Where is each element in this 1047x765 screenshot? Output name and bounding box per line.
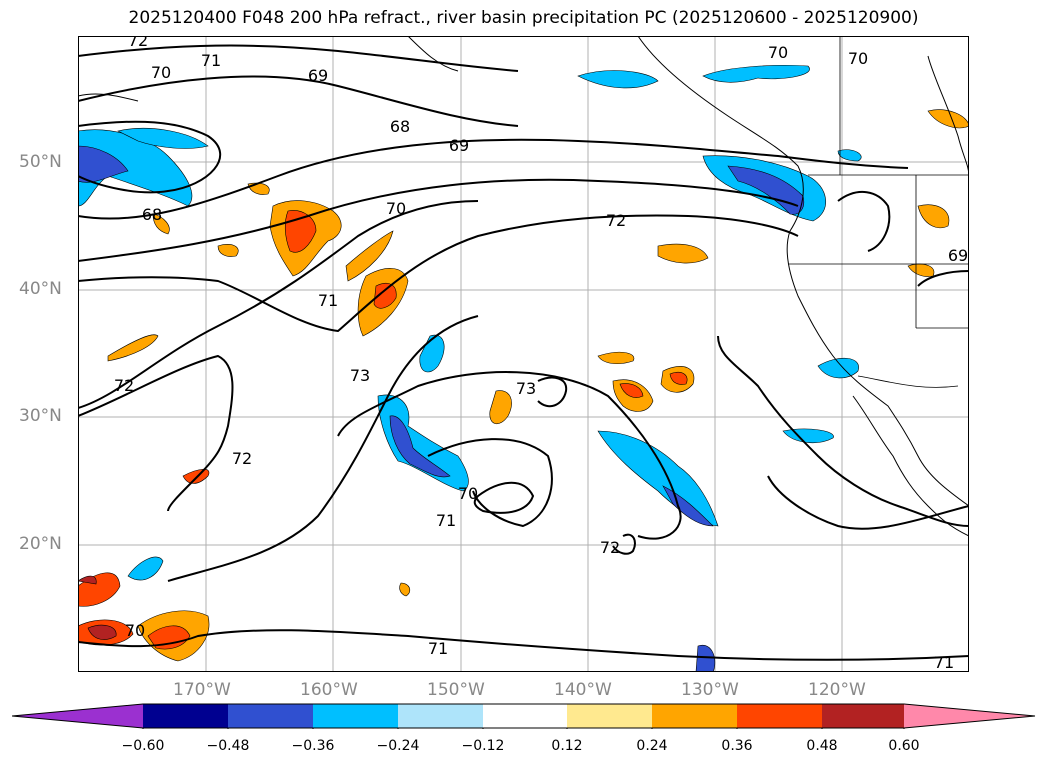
- contour-label: 72: [606, 211, 626, 230]
- boundaries: [788, 36, 969, 388]
- lon-label: 120°W: [808, 680, 866, 700]
- colorbar-tick-label: −0.48: [206, 738, 250, 754]
- colorbar-swatch: [652, 704, 737, 728]
- refractivity-contours: [78, 44, 969, 661]
- contour-label: 70: [151, 63, 171, 82]
- colorbar-extend-min: [12, 704, 143, 728]
- colorbar-extend-max: [904, 704, 1035, 728]
- contour-label: 69: [308, 66, 328, 85]
- map-canvas: 72 71 70 69 68 69 70 70 68 70 72 71 72 7…: [78, 36, 969, 672]
- lon-label: 160°W: [300, 680, 358, 700]
- lat-label: 20°N: [19, 534, 62, 554]
- contour-label: 70: [458, 484, 478, 503]
- colorbar-swatch: [483, 704, 567, 728]
- contour-label: 71: [201, 51, 221, 70]
- contour-label: 70: [768, 43, 788, 62]
- colorbar-tick-label: −0.24: [376, 738, 420, 754]
- lat-label: 50°N: [19, 152, 62, 172]
- lon-label: 170°W: [173, 680, 231, 700]
- contour-label: 73: [516, 379, 536, 398]
- contour-label: 70: [125, 621, 145, 640]
- contour-label: 71: [428, 639, 448, 658]
- lat-label: 30°N: [19, 406, 62, 426]
- colorbar: [12, 703, 1036, 729]
- contour-label: 69: [449, 136, 469, 155]
- lat-label: 40°N: [19, 279, 62, 299]
- colorbar-tick-label: 0.60: [888, 738, 920, 754]
- colorbar-swatch: [737, 704, 822, 728]
- map-border: [78, 36, 969, 672]
- colorbar-tick-label: −0.60: [121, 738, 165, 754]
- colorbar-tick-label: 0.24: [636, 738, 668, 754]
- colorbar-swatch: [822, 704, 904, 728]
- lon-label: 150°W: [427, 680, 485, 700]
- colorbar-tick-label: 0.36: [721, 738, 753, 754]
- colorbar-tick-label: −0.12: [461, 738, 505, 754]
- colorbar-canvas: [12, 703, 1036, 729]
- contour-label: 70: [848, 49, 868, 68]
- negative-anomaly-fill: [78, 65, 862, 672]
- contour-label: 71: [436, 511, 456, 530]
- contour-label: 72: [232, 449, 252, 468]
- lon-label: 140°W: [554, 680, 612, 700]
- contour-label: 70: [386, 199, 406, 218]
- contour-label: 68: [390, 117, 410, 136]
- colorbar-swatch: [228, 704, 313, 728]
- lon-label: 130°W: [681, 680, 739, 700]
- contour-label: 71: [318, 291, 338, 310]
- contour-label: 68: [142, 205, 162, 224]
- colorbar-swatch: [313, 704, 398, 728]
- colorbar-tick-label: −0.36: [291, 738, 335, 754]
- contour-label: 73: [350, 366, 370, 385]
- contour-label: 72: [128, 36, 148, 50]
- contour-label: 71: [934, 653, 954, 672]
- contour-labels: 72 71 70 69 68 69 70 70 68 70 72 71 72 7…: [114, 36, 968, 672]
- map-panel: 72 71 70 69 68 69 70 70 68 70 72 71 72 7…: [78, 36, 969, 672]
- contour-label: 72: [114, 376, 134, 395]
- chart-title: 2025120400 F048 200 hPa refract., river …: [128, 8, 919, 28]
- colorbar-swatch: [567, 704, 652, 728]
- colorbar-tick-label: 0.12: [551, 738, 583, 754]
- contour-label: 72: [600, 538, 620, 557]
- contour-label: 69: [948, 246, 968, 265]
- colorbar-swatch: [143, 704, 228, 728]
- colorbar-tick-label: 0.48: [806, 738, 838, 754]
- colorbar-swatch: [398, 704, 483, 728]
